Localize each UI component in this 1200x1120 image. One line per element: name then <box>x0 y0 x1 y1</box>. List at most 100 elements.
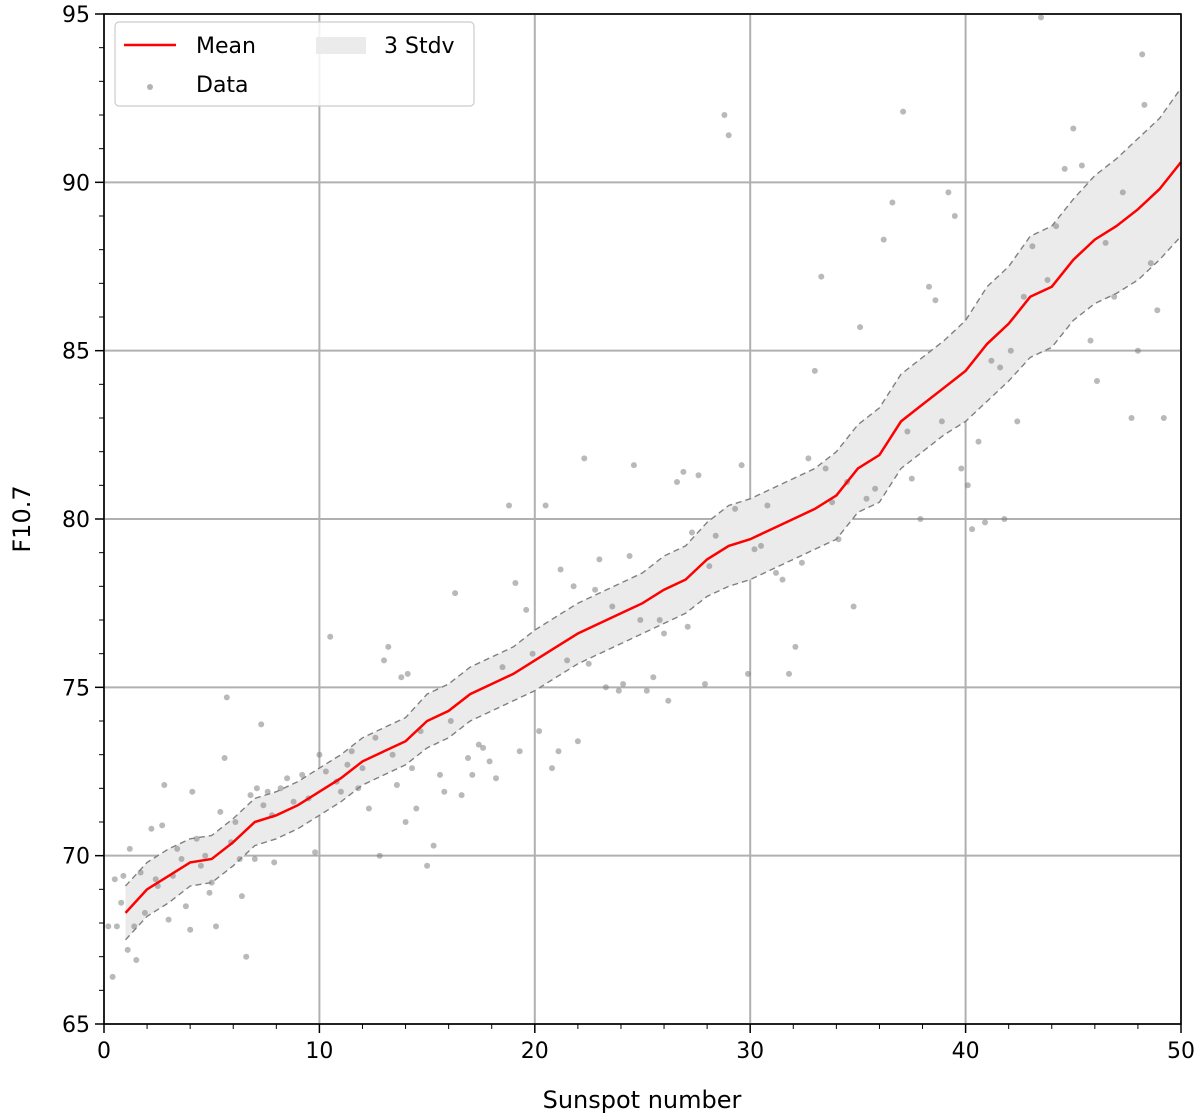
data-point <box>829 499 836 506</box>
data-point <box>684 623 691 630</box>
data-point <box>221 755 228 761</box>
data-point <box>1160 415 1167 421</box>
x-tick-label: 20 <box>521 1039 549 1064</box>
data-point <box>626 553 633 559</box>
data-point <box>316 751 323 758</box>
data-point <box>1134 347 1141 354</box>
data-point <box>932 297 939 304</box>
data-point <box>271 859 278 866</box>
data-point <box>512 580 519 586</box>
data-point <box>680 468 687 475</box>
data-point <box>208 879 215 886</box>
data-point <box>880 236 887 243</box>
data-point <box>779 576 786 583</box>
data-point <box>389 751 396 758</box>
data-point <box>706 563 713 570</box>
data-point <box>437 771 443 778</box>
y-tick-label: 80 <box>62 508 90 533</box>
axis-ticks: 0 10 20 30 40 50 65 70 75 80 85 90 95 <box>62 3 1195 1064</box>
data-point <box>202 852 209 859</box>
data-point <box>863 495 870 502</box>
data-point <box>1087 337 1094 344</box>
data-point <box>506 502 512 509</box>
data-point <box>480 744 487 751</box>
data-point <box>661 630 667 637</box>
data-point <box>570 583 577 590</box>
std-band <box>124 87 1182 941</box>
data-point <box>197 862 204 869</box>
data-point <box>124 946 131 953</box>
legend-data-label: Data <box>196 73 249 98</box>
data-point <box>475 741 482 748</box>
data-point <box>643 687 650 694</box>
data-point <box>900 108 907 115</box>
data-point <box>964 482 971 489</box>
data-point <box>178 856 185 862</box>
data-point <box>602 684 609 691</box>
x-tick-label: 30 <box>736 1039 764 1064</box>
data-point <box>712 532 719 539</box>
data-point <box>857 324 864 331</box>
data-point <box>1001 516 1008 522</box>
data-point <box>344 761 351 768</box>
data-point <box>805 455 812 462</box>
data-point <box>260 802 267 809</box>
mean-line <box>124 161 1182 914</box>
data-point <box>232 819 239 825</box>
data-point <box>1078 162 1085 169</box>
data-point <box>1007 347 1014 354</box>
data-point <box>721 112 728 118</box>
y-tick-label: 70 <box>62 845 90 870</box>
data-point <box>792 643 799 650</box>
data-point <box>904 428 911 435</box>
data-point <box>1154 307 1161 314</box>
data-point <box>385 643 392 650</box>
data-point <box>126 845 133 852</box>
data-point <box>465 755 471 761</box>
data-point <box>148 825 155 832</box>
x-tick-label: 40 <box>952 1039 980 1064</box>
data-point <box>945 189 952 196</box>
legend-mean-label: Mean <box>196 34 256 59</box>
data-point <box>557 566 564 573</box>
x-tick-label: 50 <box>1167 1039 1195 1064</box>
data-points <box>105 14 1167 980</box>
data-point <box>1139 51 1146 58</box>
data-point <box>1128 415 1135 421</box>
data-point <box>751 546 758 553</box>
x-tick-label: 0 <box>97 1039 111 1064</box>
data-point <box>299 771 306 778</box>
data-point <box>650 674 657 681</box>
data-point <box>969 526 976 533</box>
data-point <box>452 590 459 597</box>
y-tick-label: 90 <box>62 171 90 196</box>
data-point <box>982 519 988 526</box>
data-point <box>290 798 297 805</box>
data-point <box>348 748 355 755</box>
data-point <box>322 768 329 775</box>
data-point <box>822 465 829 472</box>
data-point <box>1102 239 1109 246</box>
data-point <box>1029 243 1036 250</box>
data-point <box>337 788 344 795</box>
data-point <box>131 923 138 930</box>
y-tick-label: 85 <box>62 340 90 365</box>
data-point <box>958 465 965 472</box>
data-point <box>111 876 118 883</box>
data-point <box>997 364 1004 371</box>
legend-band-label: 3 Stdv <box>384 34 455 59</box>
data-point <box>236 856 243 862</box>
data-point <box>264 788 271 795</box>
data-point <box>609 603 616 610</box>
data-point <box>189 788 196 795</box>
y-tick-label: 65 <box>62 1013 90 1038</box>
std-band-lower <box>124 235 1182 941</box>
data-point <box>917 516 924 522</box>
data-point <box>327 633 334 640</box>
legend-box <box>114 21 475 107</box>
data-point <box>213 923 219 930</box>
data-point <box>381 657 387 664</box>
legend: Mean Data 3 Stdv <box>114 21 475 107</box>
data-point <box>424 862 431 869</box>
data-point <box>938 418 945 425</box>
